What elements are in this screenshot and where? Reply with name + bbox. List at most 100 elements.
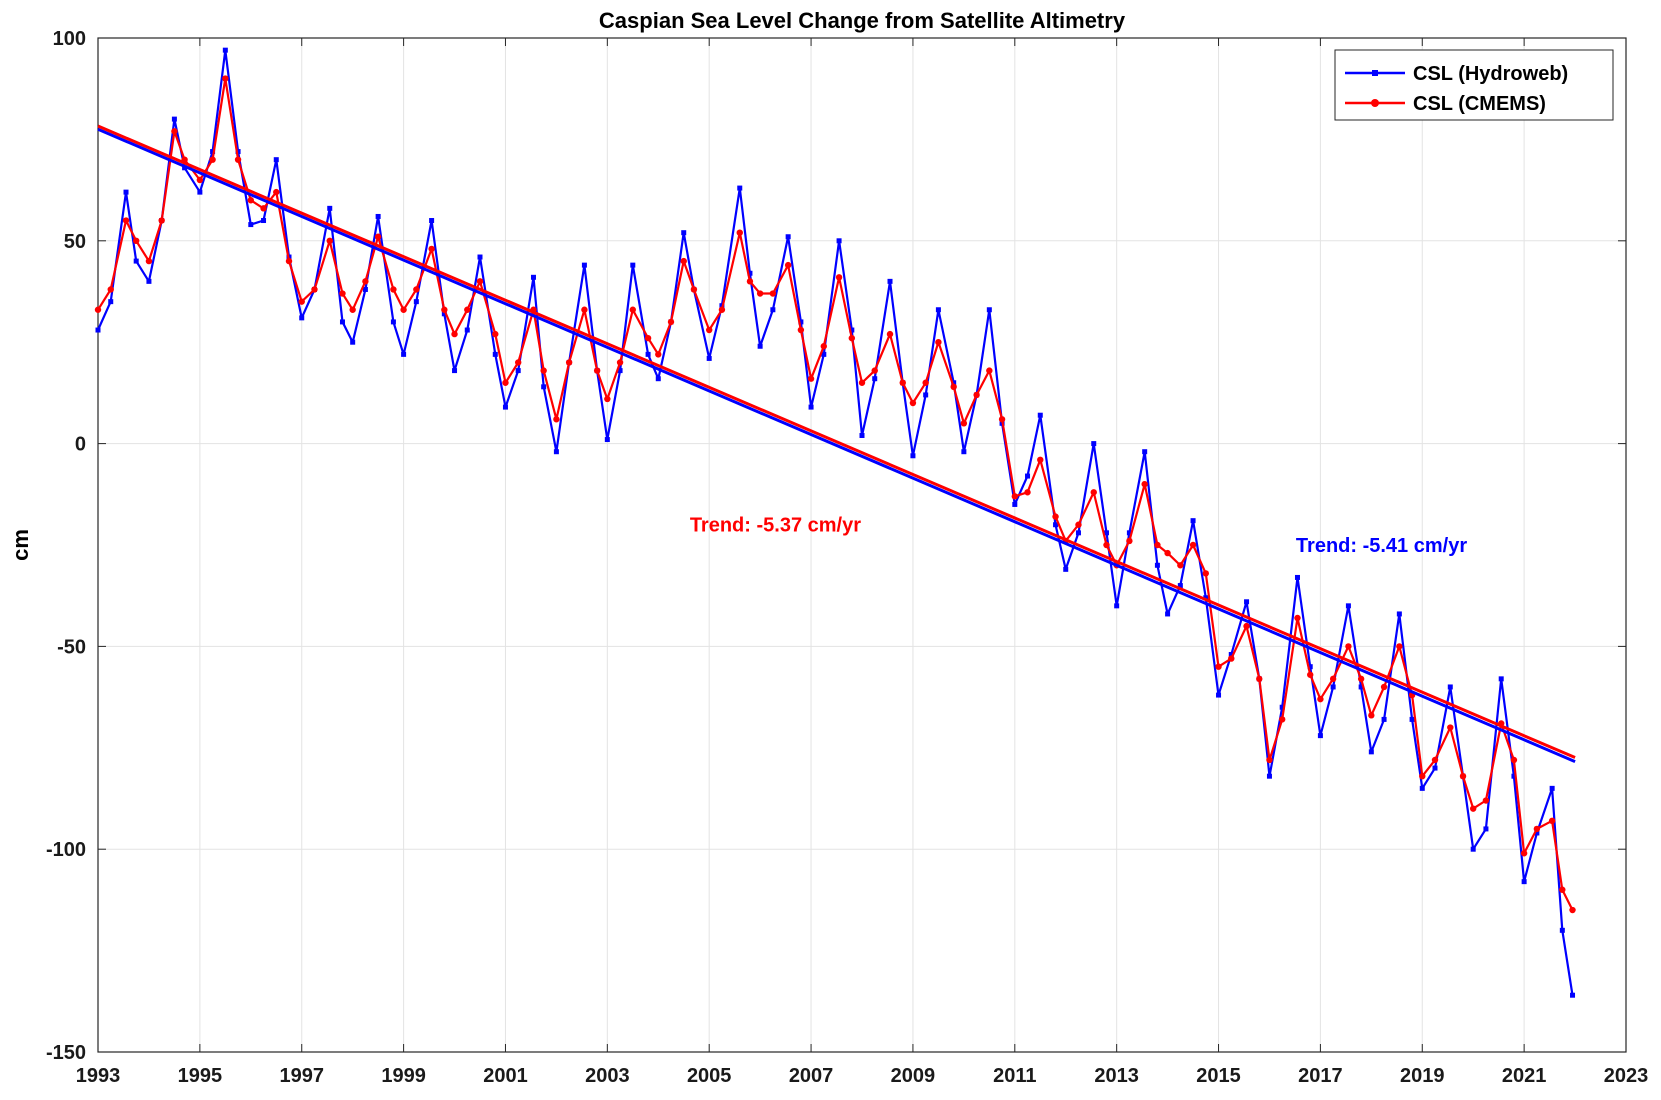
data-point <box>108 299 114 305</box>
data-point <box>298 298 305 305</box>
data-point <box>261 218 267 224</box>
data-point <box>222 47 228 53</box>
data-point <box>644 334 652 342</box>
data-point <box>311 286 318 293</box>
series-cmems <box>94 75 1576 914</box>
data-point <box>1307 664 1313 670</box>
data-point <box>390 319 396 325</box>
data-point <box>375 213 381 219</box>
data-point <box>464 306 471 313</box>
data-point <box>1075 521 1082 528</box>
data-point <box>706 355 712 361</box>
data-point <box>452 368 458 374</box>
data-point <box>910 453 916 459</box>
data-point <box>158 217 165 224</box>
data-point <box>1154 541 1161 549</box>
data-point <box>107 286 114 293</box>
data-point <box>1511 773 1517 779</box>
data-point <box>95 327 101 333</box>
data-point <box>680 257 687 265</box>
data-point <box>299 315 305 321</box>
data-point <box>1447 684 1453 690</box>
data-point <box>1569 906 1576 914</box>
data-point <box>171 116 177 122</box>
data-point <box>1025 473 1031 479</box>
data-point <box>887 278 893 284</box>
data-point <box>770 307 776 313</box>
data-point <box>807 375 815 382</box>
data-point <box>617 368 623 374</box>
data-point <box>339 290 346 297</box>
data-point <box>769 290 777 297</box>
data-point <box>374 233 382 240</box>
x-tick-label: 1997 <box>279 1065 324 1087</box>
plot-area <box>97 37 1627 1053</box>
data-point <box>553 416 560 423</box>
data-point <box>872 376 878 382</box>
y-axis-label: cm <box>8 529 33 561</box>
data-point <box>441 306 448 313</box>
data-point <box>197 189 203 195</box>
data-point <box>1189 541 1197 549</box>
data-point <box>476 278 484 285</box>
data-point <box>209 156 216 163</box>
data-point <box>1203 595 1209 601</box>
data-point <box>451 330 458 338</box>
data-point <box>1177 562 1184 569</box>
data-point <box>960 420 968 427</box>
data-point <box>1114 603 1120 609</box>
data-point <box>1052 513 1059 520</box>
legend-box <box>1334 49 1614 121</box>
data-point <box>553 449 559 455</box>
x-tick-label: 2019 <box>1400 1065 1445 1087</box>
data-point <box>196 176 204 184</box>
data-point <box>1063 566 1069 572</box>
data-point <box>808 404 814 410</box>
data-point <box>736 229 743 236</box>
data-point <box>1154 562 1160 568</box>
data-point <box>655 376 661 382</box>
data-point <box>630 262 636 268</box>
data-point <box>273 157 279 163</box>
data-point <box>1470 805 1477 812</box>
x-axis: 1993 1995 1997 1999 2001 2003 2005 2007 2009 2011… <box>76 38 1648 1087</box>
data-point <box>222 75 229 82</box>
data-point <box>1483 826 1489 832</box>
data-point <box>604 395 611 403</box>
data-point <box>785 234 791 240</box>
data-point <box>339 319 345 325</box>
data-point <box>1266 773 1272 779</box>
data-point <box>94 306 102 313</box>
data-point <box>1126 530 1132 536</box>
data-point <box>1244 599 1250 605</box>
data-point <box>1419 772 1426 780</box>
data-point <box>122 217 130 224</box>
data-point <box>1482 797 1490 804</box>
data-point <box>1380 683 1388 691</box>
data-point <box>1053 522 1059 528</box>
data-point <box>413 299 419 305</box>
data-point <box>1090 489 1097 496</box>
data-point <box>737 185 743 191</box>
data-point <box>1164 549 1171 557</box>
data-point <box>145 257 153 265</box>
data-point <box>1345 643 1352 650</box>
data-point <box>401 351 407 357</box>
data-point <box>260 205 267 212</box>
data-point <box>1559 886 1566 893</box>
data-point <box>326 237 333 244</box>
data-point <box>1243 622 1250 630</box>
data-point <box>429 218 435 224</box>
data-point <box>1037 412 1043 418</box>
chart-title: Caspian Sea Level Change from Satellite … <box>599 8 1126 33</box>
data-point <box>1037 456 1044 464</box>
data-point <box>1294 614 1301 622</box>
legend-marker-cmems <box>1371 99 1379 107</box>
x-tick-label: 1999 <box>381 1065 426 1087</box>
data-point <box>1409 716 1415 722</box>
data-point <box>951 380 957 386</box>
data-point <box>413 286 420 293</box>
data-point <box>1165 611 1171 617</box>
